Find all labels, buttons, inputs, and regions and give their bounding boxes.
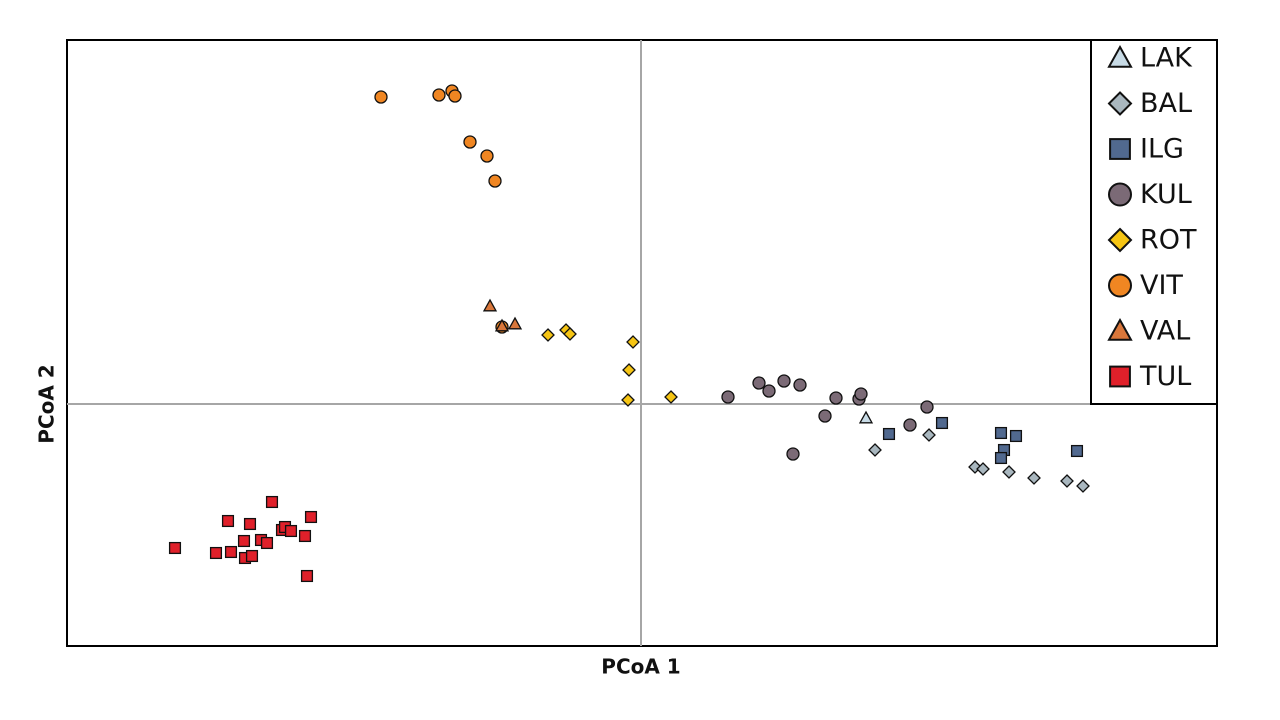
x-axis-label: PCoA 1: [601, 655, 680, 679]
point: [868, 443, 882, 457]
point: [482, 298, 498, 312]
point: [664, 390, 678, 404]
point: [284, 524, 298, 538]
point: [304, 510, 318, 524]
point: [786, 447, 800, 461]
point: [298, 529, 312, 543]
point: [300, 569, 314, 583]
point: [994, 451, 1008, 465]
point: [221, 514, 235, 528]
point: [621, 393, 635, 407]
legend-marker: [1107, 317, 1133, 341]
point: [721, 390, 735, 404]
legend-marker: [1107, 227, 1133, 253]
legend-label: VAL: [1140, 316, 1190, 347]
point: [777, 374, 791, 388]
point: [480, 149, 494, 163]
y-axis-label: PCoA 2: [35, 364, 59, 443]
legend-marker: [1109, 138, 1131, 160]
point: [622, 363, 636, 377]
point: [920, 400, 934, 414]
legend-label: VIT: [1140, 270, 1183, 301]
point: [374, 90, 388, 104]
point: [935, 416, 949, 430]
point: [762, 384, 776, 398]
legend-marker: [1107, 44, 1133, 68]
point: [1002, 465, 1016, 479]
legend-label: ILG: [1140, 134, 1184, 165]
legend-label: TUL: [1139, 361, 1191, 392]
point: [818, 409, 832, 423]
legend-marker: [1107, 91, 1133, 116]
point: [541, 328, 555, 342]
point: [1060, 474, 1074, 488]
point: [1027, 471, 1041, 485]
point: [1076, 479, 1090, 493]
point: [563, 327, 577, 341]
point: [209, 546, 223, 560]
point: [1009, 429, 1023, 443]
legend-label: LAK: [1140, 43, 1193, 74]
point: [507, 316, 523, 330]
legend-marker: [1109, 365, 1131, 388]
legend-marker: [1108, 182, 1132, 207]
point: [432, 88, 446, 102]
point: [994, 426, 1008, 440]
point: [854, 387, 868, 401]
point: [245, 549, 259, 563]
point: [858, 410, 874, 424]
point: [922, 428, 936, 442]
point: [265, 495, 279, 509]
point: [793, 378, 807, 392]
point: [463, 135, 477, 149]
point: [260, 536, 274, 550]
point: [448, 89, 462, 103]
point: [626, 335, 640, 349]
legend-label: BAL: [1140, 88, 1192, 119]
legend-label: ROT: [1140, 225, 1197, 256]
legend-label: KUL: [1140, 179, 1192, 210]
point: [237, 534, 251, 548]
point: [829, 391, 843, 405]
point: [882, 427, 896, 441]
point: [243, 517, 257, 531]
point: [488, 174, 502, 188]
point: [976, 462, 990, 476]
point: [494, 318, 510, 332]
point: [903, 418, 917, 432]
point: [168, 541, 182, 555]
point: [752, 376, 766, 390]
point: [1070, 444, 1084, 458]
legend-marker: [1108, 273, 1132, 298]
point: [224, 545, 238, 559]
